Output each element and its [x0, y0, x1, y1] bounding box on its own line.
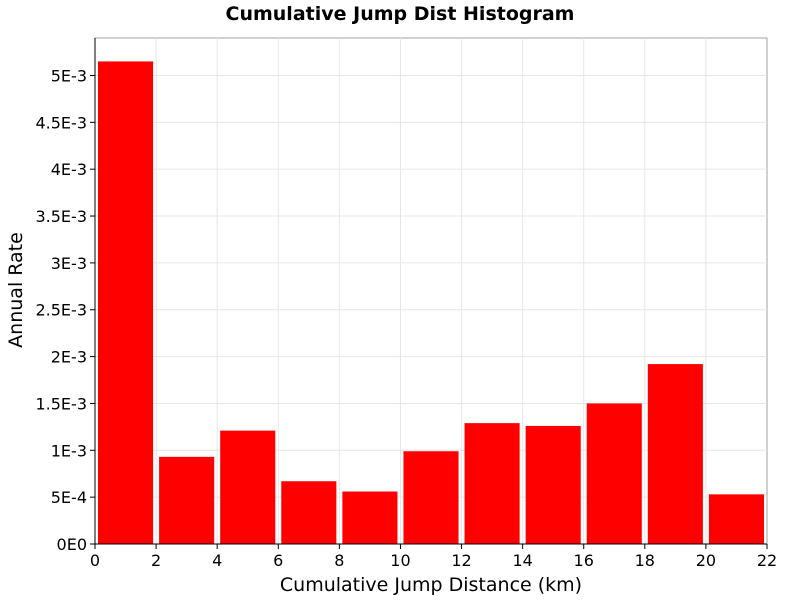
histogram-bar-10	[708, 494, 764, 544]
y-tick-label-3: 1.5E-3	[35, 394, 87, 413]
histogram-bar-8	[586, 403, 642, 544]
histogram-bar-1	[159, 456, 215, 544]
y-tick-label-6: 3E-3	[51, 254, 87, 273]
x-tick-label-8: 16	[574, 551, 594, 570]
y-tick-label-2: 1E-3	[51, 441, 87, 460]
y-axis-ticks: 0E0 5E-4 1E-3 1.5E-3 2E-3 2.5E-3 3E-3 3.5E-3 4E-…	[35, 66, 95, 554]
x-tick-label-1: 2	[151, 551, 161, 570]
histogram-bar-7	[525, 425, 581, 544]
bars	[98, 61, 764, 544]
x-axis-label: Cumulative Jump Distance (km)	[280, 574, 582, 596]
y-tick-label-10: 5E-3	[51, 66, 87, 85]
x-tick-label-3: 6	[273, 551, 283, 570]
x-tick-label-7: 14	[512, 551, 532, 570]
y-tick-label-8: 4E-3	[51, 160, 87, 179]
histogram-bar-3	[281, 481, 337, 544]
y-tick-label-5: 2.5E-3	[35, 301, 87, 320]
y-tick-label-0: 0E0	[57, 535, 87, 554]
x-tick-label-5: 10	[390, 551, 410, 570]
y-tick-label-1: 5E-4	[51, 488, 87, 507]
y-tick-label-4: 2E-3	[51, 348, 87, 367]
x-tick-label-2: 4	[212, 551, 222, 570]
x-tick-label-4: 8	[334, 551, 344, 570]
x-tick-label-9: 18	[635, 551, 655, 570]
histogram-bar-0	[98, 61, 154, 544]
chart-title: Cumulative Jump Dist Histogram	[226, 3, 575, 25]
histogram-bar-6	[464, 423, 520, 544]
x-tick-label-0: 0	[90, 551, 100, 570]
y-axis-label: Annual Rate	[5, 232, 27, 348]
histogram-bar-2	[220, 430, 276, 544]
x-tick-label-11: 22	[757, 551, 777, 570]
histogram-bar-5	[403, 451, 459, 544]
y-tick-label-7: 3.5E-3	[35, 207, 87, 226]
y-tick-label-9: 4.5E-3	[35, 113, 87, 132]
histogram-bar-4	[342, 491, 398, 544]
x-axis-ticks: 0 2 4 6 8 10 12 14 16 18 20 22	[90, 544, 777, 570]
x-tick-label-6: 12	[451, 551, 471, 570]
histogram-bar-9	[647, 364, 703, 544]
x-tick-label-10: 20	[696, 551, 716, 570]
